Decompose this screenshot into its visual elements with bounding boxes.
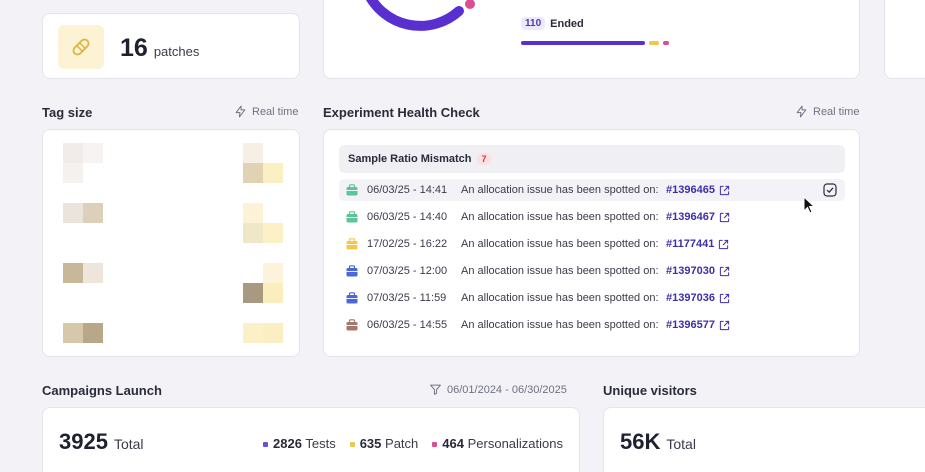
briefcase-icon: [346, 211, 358, 223]
issue-message: An allocation issue has been spotted on:: [461, 292, 659, 304]
issue-date: 06/03/25 - 14:55: [367, 319, 448, 331]
tag-size-title: Tag size: [42, 105, 93, 120]
lightning-icon: [796, 105, 807, 118]
issue-message: An allocation issue has been spotted on:: [461, 265, 659, 277]
briefcase-icon: [346, 265, 358, 277]
legend-dot: [432, 442, 438, 448]
campaigns-date-range: 06/01/2024 - 06/30/2025: [447, 383, 567, 396]
health-check-title: Experiment Health Check: [323, 105, 480, 120]
campaigns-title: Campaigns Launch: [42, 383, 162, 398]
issue-message: An allocation issue has been spotted on:: [461, 211, 659, 223]
campaigns-total: 3925: [59, 429, 108, 454]
legend-item: 464 Personalizations: [432, 436, 563, 451]
issue-date: 06/03/25 - 14:40: [367, 211, 448, 223]
briefcase-icon: [346, 319, 358, 331]
campaigns-card: 3925 Total 2826 Tests 635 Patch 464 Person…: [42, 407, 580, 472]
issue-date: 07/03/25 - 12:00: [367, 265, 448, 277]
tag-size-card: [42, 129, 300, 357]
experiment-link[interactable]: #1177441: [666, 238, 715, 250]
experiment-link[interactable]: #1396465: [666, 184, 715, 196]
legend-label: Tests: [305, 436, 336, 451]
experiment-link[interactable]: #1397036: [666, 292, 715, 304]
issue-date: 06/03/25 - 14:41: [367, 184, 448, 196]
issue-row[interactable]: 07/03/25 - 11:59 An allocation issue has …: [339, 287, 845, 309]
issue-row[interactable]: 06/03/25 - 14:40 An allocation issue has …: [339, 206, 845, 228]
legend-item: 635 Patch: [349, 436, 419, 451]
legend-dot: [263, 442, 269, 448]
ended-count-badge: 110: [521, 17, 546, 30]
legend-value: 635: [359, 436, 382, 451]
health-check-realtime-label: Real time: [813, 105, 860, 118]
legend-label: Personalizations: [467, 436, 563, 451]
partial-card-right: [884, 0, 925, 79]
filter-icon: [430, 384, 441, 395]
campaigns-legend: 2826 Tests 635 Patch 464 Personalizations: [249, 436, 563, 451]
srm-group-label: Sample Ratio Mismatch: [348, 153, 472, 165]
briefcase-icon: [346, 184, 358, 196]
patches-count: 16: [120, 34, 148, 62]
external-link-icon[interactable]: [719, 293, 730, 304]
unique-visitors-total-label: Total: [666, 436, 696, 452]
legend-label: Patch: [385, 436, 419, 451]
issue-message: An allocation issue has been spotted on:: [461, 319, 659, 331]
external-link-icon[interactable]: [719, 212, 730, 223]
issue-date: 07/03/25 - 11:59: [367, 292, 447, 304]
campaigns-date-filter[interactable]: 06/01/2024 - 06/30/2025: [429, 383, 567, 396]
health-check-realtime: Real time: [795, 105, 859, 118]
experiment-link[interactable]: #1396467: [666, 211, 715, 223]
external-link-icon[interactable]: [719, 320, 730, 331]
issue-row[interactable]: 17/02/25 - 16:22 An allocation issue has …: [339, 233, 845, 255]
external-link-icon[interactable]: [719, 266, 730, 277]
experiment-link[interactable]: #1397030: [666, 265, 715, 277]
issue-row[interactable]: 06/03/25 - 14:41 An allocation issue has …: [339, 179, 845, 201]
issue-message: An allocation issue has been spotted on:: [461, 184, 659, 196]
legend-value: 464: [442, 436, 464, 451]
issue-row[interactable]: 07/03/25 - 12:00 An allocation issue has …: [339, 260, 845, 282]
ended-label: Ended: [550, 17, 584, 30]
bandage-icon: [58, 25, 104, 69]
external-link-icon[interactable]: [718, 239, 729, 250]
campaigns-total-label: Total: [113, 436, 144, 452]
briefcase-icon: [346, 238, 358, 250]
issue-date: 17/02/25 - 16:22: [367, 238, 448, 250]
mouse-cursor: [803, 196, 816, 214]
unique-visitors-total: 56K: [620, 429, 661, 454]
patches-card: 16 patches: [42, 13, 300, 79]
briefcase-icon: [346, 292, 358, 304]
unique-visitors-title: Unique visitors: [603, 383, 697, 398]
lightning-icon: [235, 105, 246, 118]
srm-group-header[interactable]: Sample Ratio Mismatch 7: [339, 145, 845, 173]
legend-dot: [349, 442, 355, 448]
external-link-icon[interactable]: [719, 185, 730, 196]
campaign-status-card: 110 Ended: [323, 0, 860, 79]
patches-label: patches: [153, 44, 200, 59]
legend-item: 2826 Tests: [263, 436, 336, 451]
issue-message: An allocation issue has been spotted on:: [461, 238, 659, 250]
status-donut-chart: [366, 0, 475, 31]
tag-size-realtime-label: Real time: [252, 105, 299, 118]
experiment-link[interactable]: #1396577: [666, 319, 715, 331]
tag-size-realtime: Real time: [234, 105, 298, 118]
mark-resolved-checkbox[interactable]: [823, 183, 837, 197]
srm-count-badge: 7: [477, 153, 491, 165]
issue-row[interactable]: 06/03/25 - 14:55 An allocation issue has …: [339, 314, 845, 336]
health-check-card: Sample Ratio Mismatch 7 06/03/25 - 14:41…: [323, 129, 860, 357]
unique-visitors-card: 56K Total: [603, 407, 925, 472]
status-progress-bar: [521, 41, 669, 45]
legend-value: 2826: [273, 436, 302, 451]
